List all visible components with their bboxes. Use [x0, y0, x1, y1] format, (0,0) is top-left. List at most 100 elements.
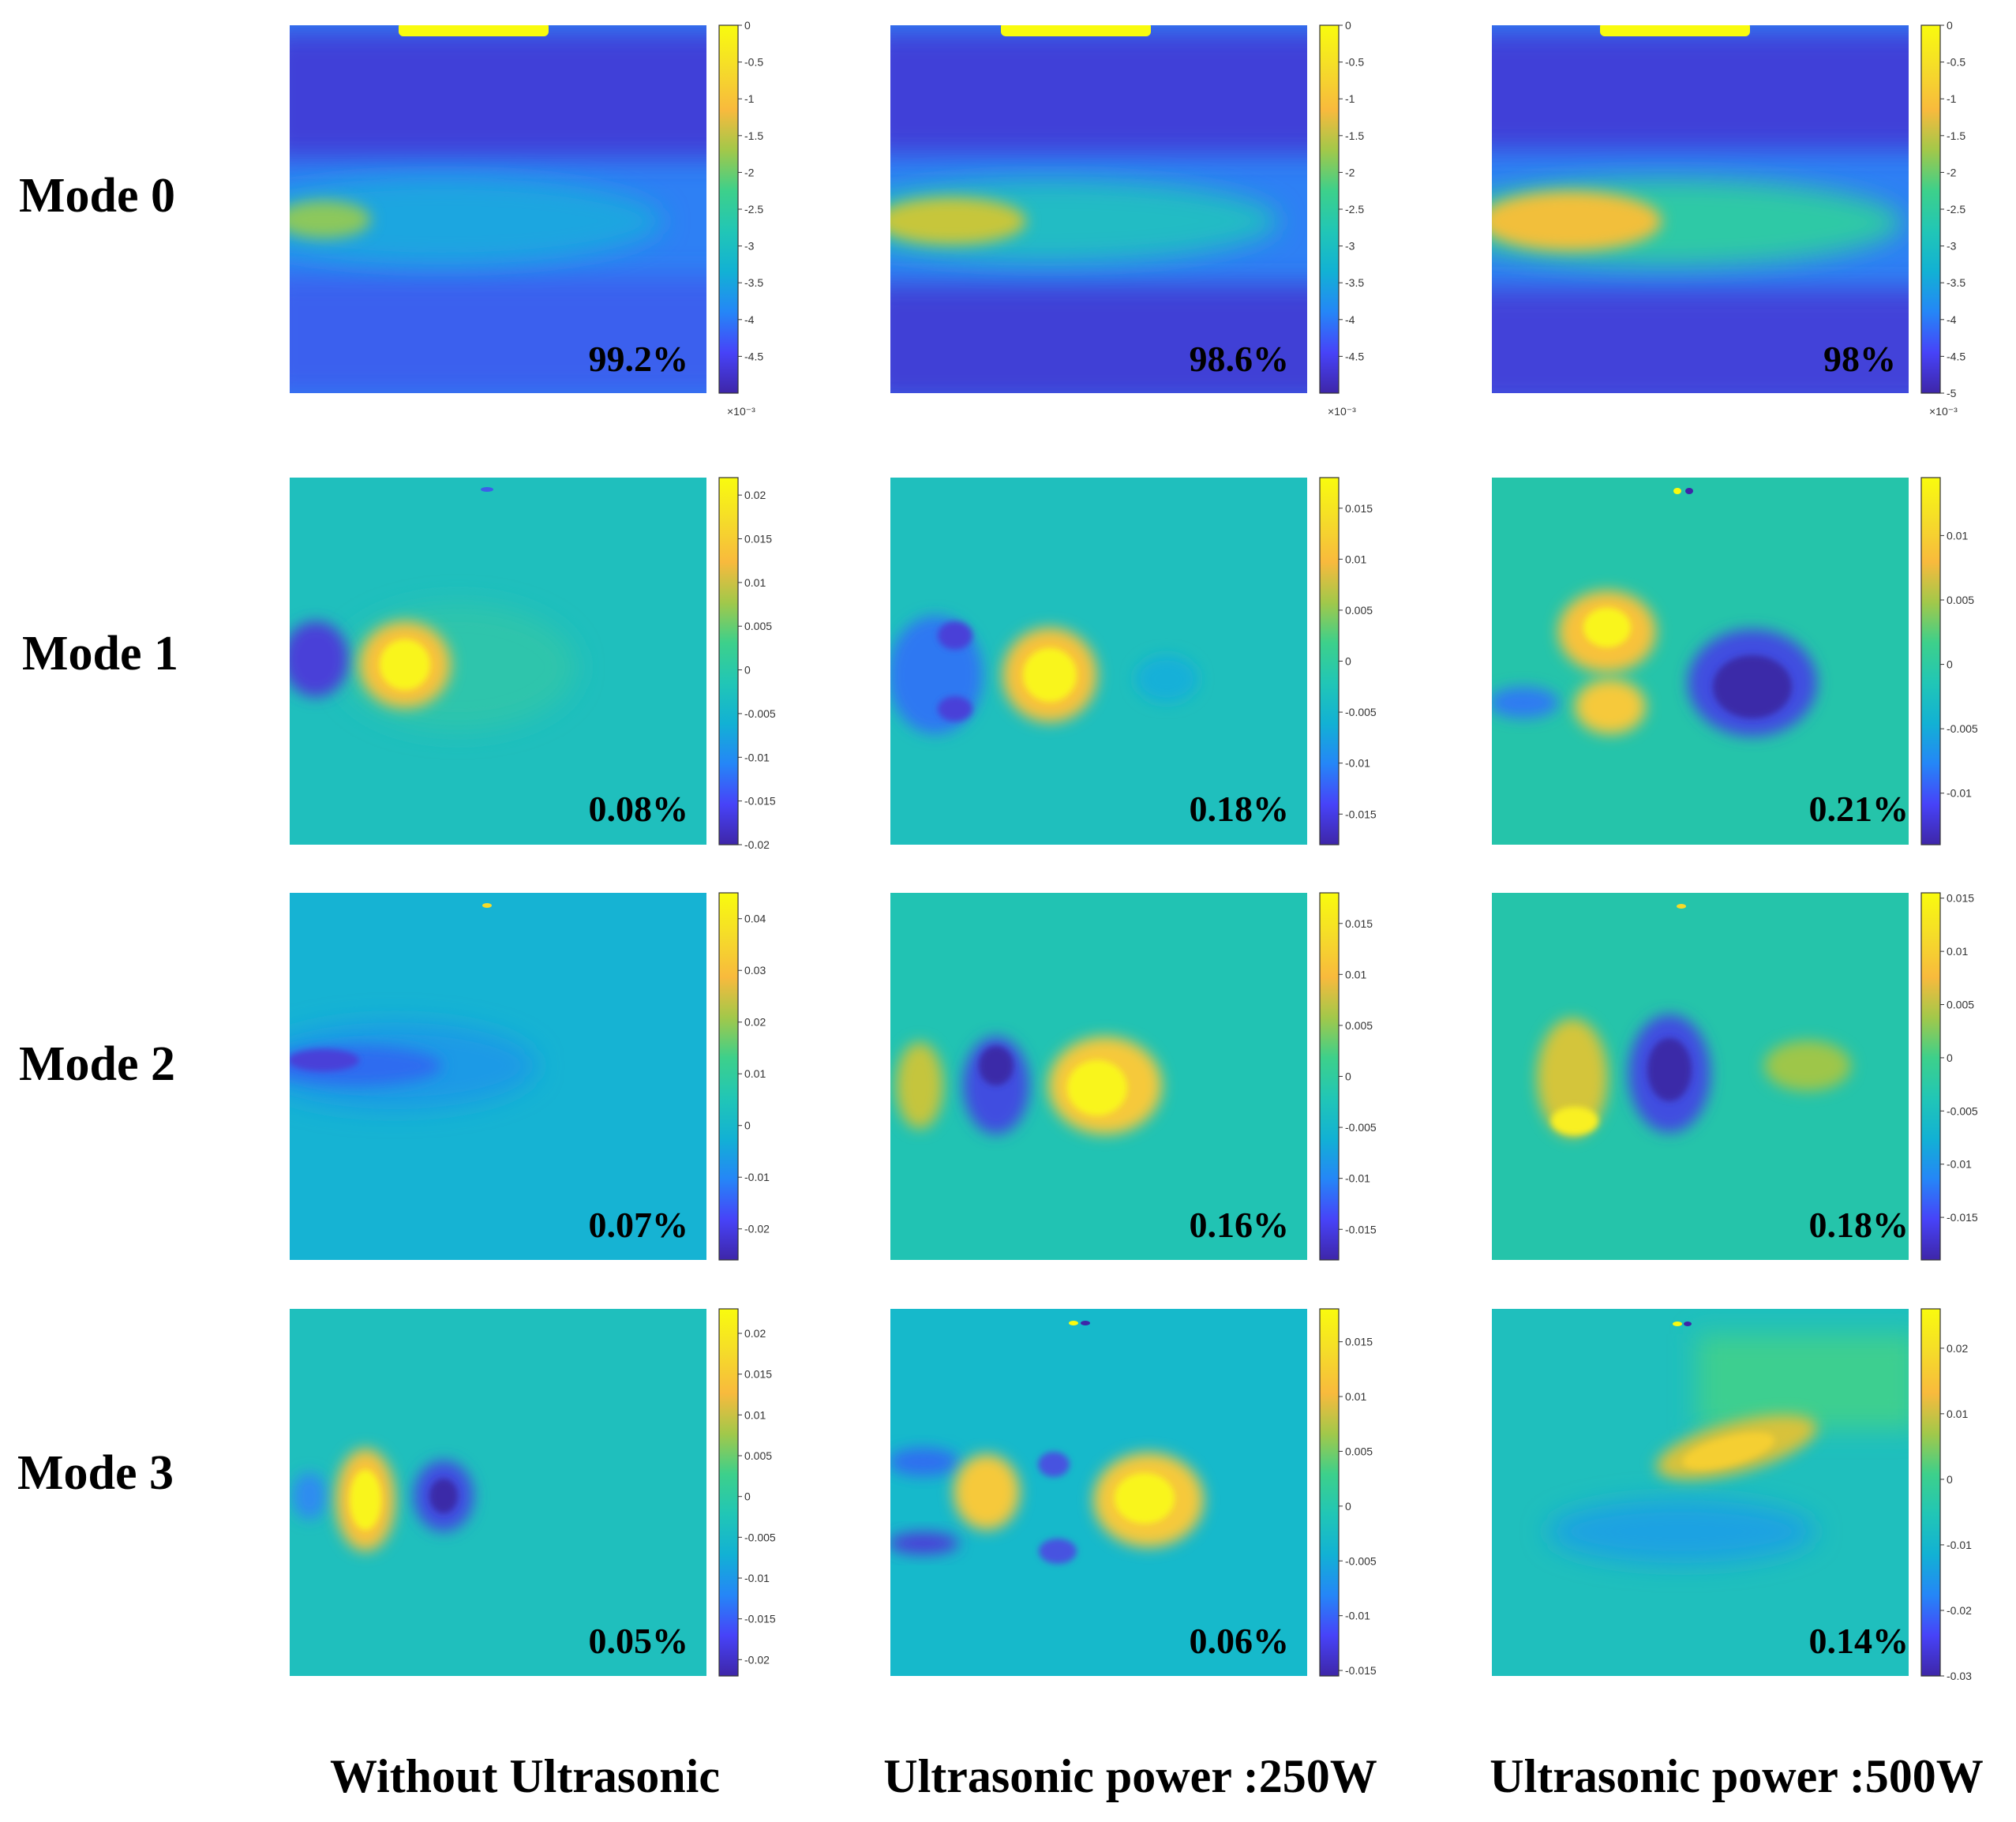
- colorbar-tick-label: -0.02: [744, 1223, 770, 1235]
- colorbar-frame: [718, 1308, 739, 1677]
- heatmap-panel-mode2-500w: 0.18%: [1492, 893, 1909, 1260]
- field-blob: [1713, 655, 1792, 718]
- field-blob: [1551, 1107, 1598, 1135]
- colorbar-tick-label: -0.01: [1947, 787, 1972, 800]
- heatmap-field: [1537, 904, 1851, 1137]
- colorbar-tick-label: 0.005: [1345, 604, 1373, 617]
- field-blob: [290, 1049, 359, 1071]
- colorbar-tick-label: -1.5: [744, 129, 763, 142]
- row-mode-0: Mode 0 99.2% 0 -0.5 -1 -1.5 -2 -2.5 -3 -3.5 -4 -4…: [19, 19, 1965, 418]
- field-blob: [1537, 1018, 1608, 1137]
- colorbar-tick-label: -0.015: [1345, 1664, 1377, 1677]
- colorbar-tick-label: 0.015: [1345, 1336, 1373, 1348]
- colorbar-mode0-without: 0 -0.5 -1 -1.5 -2 -2.5 -3 -3.5 -4 -4.5 ×10⁻³: [718, 19, 763, 418]
- colorbar-tick-label: 0: [1947, 1473, 1953, 1486]
- variance-percentage: 0.18%: [1809, 1205, 1909, 1245]
- colorbar-tick-label: -0.005: [1345, 1554, 1377, 1567]
- field-blob: [429, 1479, 458, 1513]
- colorbar-tick-label: 0: [744, 19, 751, 32]
- colorbar-gradient: [1921, 478, 1940, 845]
- colorbar-tick-label: 0: [1947, 658, 1953, 671]
- heatmap-panel-mode3-500w: 0.14%: [1492, 1309, 1909, 1676]
- heatmap-field: [890, 616, 1198, 734]
- field-blob: [890, 1532, 959, 1554]
- column-label-500w: Ultrasonic power :500W: [1490, 1750, 1984, 1802]
- colorbar-tick-label: -4: [1947, 313, 1957, 326]
- colorbar-tick-label: 0.02: [1947, 1342, 1968, 1355]
- colorbar-tick-label: -0.015: [744, 1613, 776, 1625]
- colorbar-ticks: 0.02 0.01 0 -0.01 -0.02 -0.03: [1940, 1342, 1972, 1682]
- colorbar-tick-label: -3.5: [744, 276, 763, 289]
- colorbar-mode3-250w: 0.015 0.01 0.005 0 -0.005 -0.01 -0.015: [1319, 1308, 1377, 1677]
- heatmap-panel-mode2-250w: 0.16%: [890, 893, 1307, 1260]
- heatmap-panel-mode3-250w: 0.06%: [890, 1309, 1307, 1676]
- colorbar-tick-label: -4: [1345, 313, 1355, 326]
- field-blob: [481, 487, 493, 492]
- colorbar-ticks: 0 -0.5 -1 -1.5 -2 -2.5 -3 -3.5 -4 -4.5: [738, 19, 763, 362]
- colorbar-tick-label: -0.03: [1947, 1670, 1972, 1682]
- colorbar-tick-label: 0: [744, 1119, 751, 1132]
- heatmap-panel-mode0-500w: 98%: [1492, 25, 1909, 393]
- colorbar-tick-label: -1: [1947, 92, 1957, 105]
- colorbar-frame: [718, 477, 739, 845]
- heatmap-field: [896, 1037, 1162, 1134]
- colorbar-tick-label: -0.01: [1947, 1539, 1972, 1551]
- field-blob: [1039, 1539, 1077, 1564]
- field-blob: [1685, 488, 1693, 494]
- colorbar-tick-label: 0.02: [744, 1016, 766, 1029]
- colorbar-tick-label: 0.01: [1947, 945, 1968, 958]
- colorbar-mode3-500w: 0.02 0.01 0 -0.01 -0.02 -0.03: [1920, 1308, 1972, 1682]
- row-label-mode-3: Mode 3: [17, 1446, 174, 1500]
- heatmap-field: [290, 903, 537, 1109]
- colorbar-tick-label: 0.01: [1345, 968, 1366, 980]
- colorbar-frame: [718, 892, 739, 1261]
- heatmap-field: [890, 1321, 1204, 1564]
- colorbar-tick-label: 0.005: [1345, 1019, 1373, 1032]
- colorbar-ticks: 0.015 0.01 0.005 0 -0.005 -0.01 -0.015: [1339, 1336, 1377, 1677]
- heatmap-panel-mode1-500w: 0.21%: [1492, 478, 1909, 845]
- field-blob: [1600, 25, 1750, 36]
- colorbar-tick-label: 0.01: [1345, 553, 1366, 565]
- colorbar-tick-label: 0.01: [1947, 1408, 1968, 1420]
- colorbar-tick-label: -4.5: [1345, 350, 1364, 362]
- colorbar-tick-label: -0.5: [1345, 56, 1364, 69]
- field-blob: [290, 621, 349, 697]
- colorbar-tick-label: -0.02: [744, 838, 770, 851]
- colorbar-tick-label: 0: [1345, 1500, 1351, 1513]
- colorbar-tick-label: 0: [1345, 19, 1351, 32]
- colorbar-tick-label: -0.005: [744, 707, 776, 720]
- field-blob: [890, 32, 1307, 154]
- colorbar-tick-label: 0.01: [744, 1408, 766, 1421]
- colorbar-tick-label: 0: [744, 664, 751, 677]
- column-label-without-ultrasonic: Without Ultrasonic: [330, 1750, 720, 1802]
- colorbar-tick-label: 0: [1345, 655, 1351, 668]
- colorbar-tick-label: -3: [1345, 240, 1355, 253]
- colorbar-tick-label: 0.01: [744, 1067, 766, 1080]
- colorbar-tick-label: 0.015: [1947, 892, 1974, 905]
- colorbar-tick-label: -0.015: [1345, 1223, 1377, 1235]
- colorbar-tick-label: -2: [1345, 166, 1355, 178]
- colorbar-tick-label: -0.02: [1947, 1604, 1972, 1617]
- colorbar-tick-label: -0.01: [744, 1572, 770, 1584]
- colorbar-tick-label: -2: [1947, 166, 1957, 178]
- field-blob: [1575, 679, 1646, 734]
- row-label-mode-0: Mode 0: [19, 169, 175, 223]
- colorbar-gradient: [1320, 893, 1339, 1260]
- field-blob: [290, 32, 706, 158]
- column-label-250w: Ultrasonic power :250W: [883, 1750, 1377, 1802]
- variance-percentage: 0.08%: [589, 789, 689, 829]
- field-blob: [292, 1472, 327, 1520]
- colorbar-tick-label: -2.5: [744, 203, 763, 216]
- row-mode-2: Mode 2 0.07% 0.04 0.03 0.02 0.01 0 -0.01 -0.02: [19, 892, 1978, 1261]
- colorbar-ticks: 0.01 0.005 0 -0.005 -0.01: [1940, 529, 1978, 800]
- colorbar-tick-label: -1.5: [1345, 129, 1364, 142]
- colorbar-tick-label: 0.015: [744, 1368, 772, 1381]
- field-blob: [890, 180, 1279, 262]
- colorbar-ticks: 0.02 0.015 0.01 0.005 0 -0.005 -0.01 -0.015 -0.0…: [738, 1327, 776, 1666]
- colorbar-tick-label: 0.015: [1345, 502, 1373, 515]
- variance-percentage: 0.05%: [589, 1621, 689, 1661]
- colorbar-mode3-without: 0.02 0.015 0.01 0.005 0 -0.005 -0.01 -0.015 -0.0…: [718, 1308, 776, 1677]
- colorbar-mode1-without: 0.02 0.015 0.01 0.005 0 -0.005 -0.01 -0.015 -0.0…: [718, 477, 776, 851]
- field-blob: [1069, 1321, 1078, 1325]
- colorbar-tick-label: -1: [1345, 92, 1355, 105]
